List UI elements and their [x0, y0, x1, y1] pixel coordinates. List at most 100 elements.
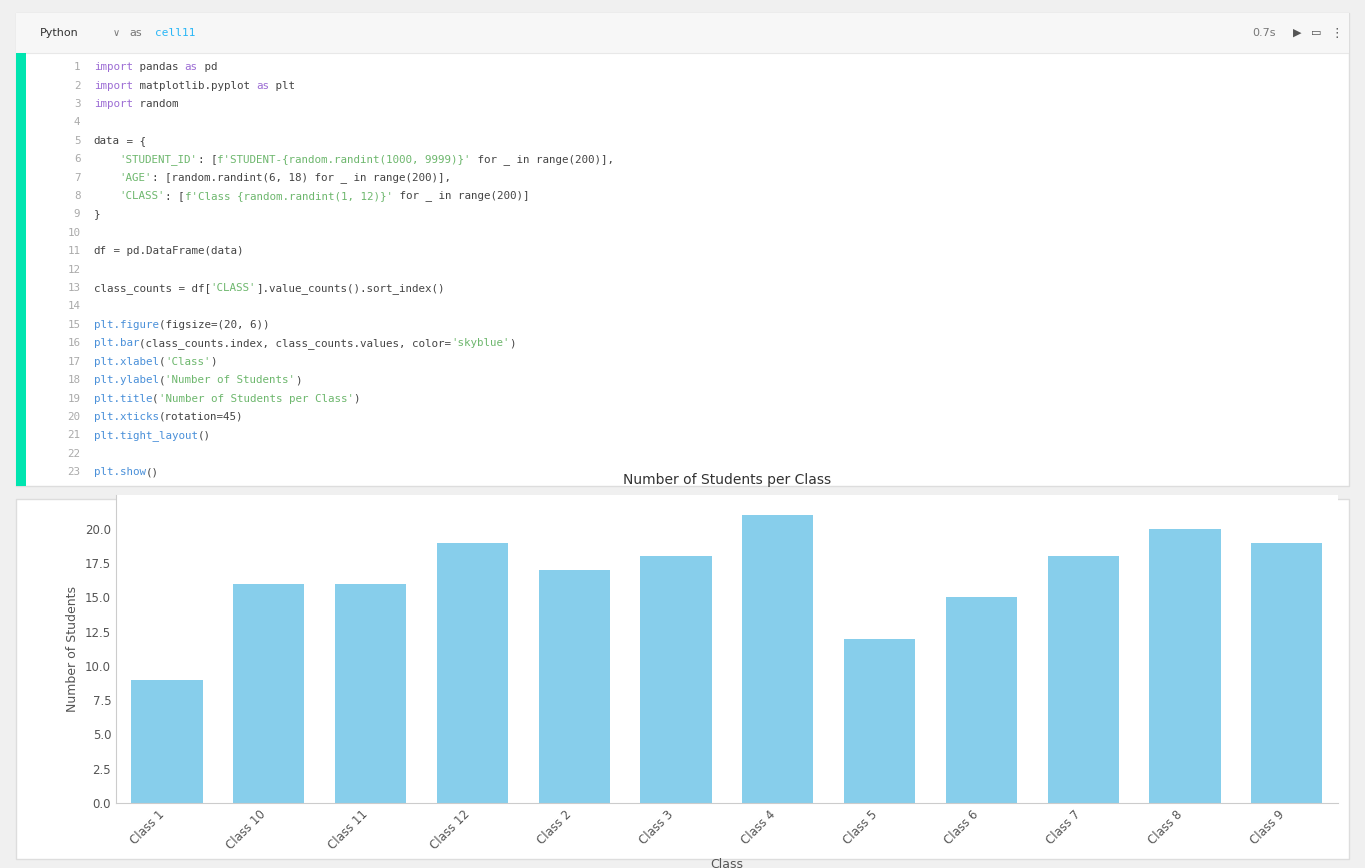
- Text: 1: 1: [74, 62, 81, 72]
- Text: plt.ylabel: plt.ylabel: [94, 375, 158, 385]
- Text: 9: 9: [74, 209, 81, 220]
- Bar: [437, 542, 508, 803]
- Bar: [233, 584, 304, 803]
- Text: ): ): [354, 393, 360, 404]
- Text: import: import: [94, 62, 132, 72]
- Text: = df[: = df[: [172, 283, 210, 293]
- Text: 20: 20: [67, 412, 81, 422]
- Text: 6: 6: [74, 155, 81, 164]
- Text: as: as: [184, 62, 198, 72]
- FancyBboxPatch shape: [16, 13, 1349, 486]
- Text: plt.xticks: plt.xticks: [94, 412, 158, 422]
- Text: : [: : [: [198, 155, 217, 164]
- Text: ): ): [295, 375, 302, 385]
- Text: plt.tight_layout: plt.tight_layout: [94, 430, 198, 441]
- Text: cell11: cell11: [156, 28, 195, 38]
- Bar: [743, 516, 814, 803]
- Text: (: (: [158, 357, 165, 366]
- Bar: [16, 13, 1349, 53]
- Text: : [random.randint(6, 18) for _ in range(200)],: : [random.randint(6, 18) for _ in range(…: [152, 172, 452, 183]
- Text: (figsize=(20, 6)): (figsize=(20, 6)): [158, 320, 269, 330]
- Text: = {: = {: [120, 135, 146, 146]
- Text: 2: 2: [74, 81, 81, 90]
- Text: 'skyblue': 'skyblue': [452, 339, 509, 348]
- FancyBboxPatch shape: [16, 499, 1349, 859]
- Text: 18: 18: [67, 375, 81, 385]
- Text: 'CLASS': 'CLASS': [120, 191, 165, 201]
- Bar: [16, 53, 26, 486]
- Text: import: import: [94, 81, 132, 90]
- Bar: [1047, 556, 1119, 803]
- X-axis label: Class: Class: [710, 858, 744, 868]
- Text: data: data: [94, 135, 120, 146]
- Text: f'Class {random.randint(1, 12)}': f'Class {random.randint(1, 12)}': [184, 191, 393, 201]
- Text: ⋮: ⋮: [1330, 27, 1342, 40]
- Text: 16: 16: [67, 339, 81, 348]
- Bar: [131, 680, 202, 803]
- Text: ∨: ∨: [112, 28, 119, 38]
- Text: plt: plt: [269, 81, 295, 90]
- Text: 17: 17: [67, 357, 81, 366]
- Text: 'CLASS': 'CLASS': [210, 283, 257, 293]
- Text: 3: 3: [74, 99, 81, 109]
- Text: pandas: pandas: [132, 62, 184, 72]
- Text: }: }: [94, 209, 100, 220]
- Bar: [946, 597, 1017, 803]
- Text: ▭: ▭: [1312, 28, 1321, 38]
- Text: 11: 11: [67, 247, 81, 256]
- Text: 'Class': 'Class': [165, 357, 210, 366]
- Text: ▶: ▶: [1293, 28, 1301, 38]
- Text: 4: 4: [74, 117, 81, 128]
- Bar: [1149, 529, 1220, 803]
- Text: 14: 14: [67, 301, 81, 312]
- Bar: [334, 584, 407, 803]
- Text: pd: pd: [198, 62, 217, 72]
- Text: plt.bar: plt.bar: [94, 339, 139, 348]
- Text: ].value_counts().sort_index(): ].value_counts().sort_index(): [257, 283, 445, 293]
- Text: 15: 15: [67, 320, 81, 330]
- Text: 'Number of Students per Class': 'Number of Students per Class': [158, 393, 354, 404]
- Text: 'STUDENT_ID': 'STUDENT_ID': [120, 154, 198, 165]
- Bar: [1252, 542, 1323, 803]
- Text: Python: Python: [41, 28, 79, 38]
- Text: ): ): [210, 357, 217, 366]
- Text: 5: 5: [74, 135, 81, 146]
- Text: plt.xlabel: plt.xlabel: [94, 357, 158, 366]
- Text: f'STUDENT-{random.randint(1000, 9999)}': f'STUDENT-{random.randint(1000, 9999)}': [217, 155, 471, 164]
- Text: ): ): [509, 339, 516, 348]
- Y-axis label: Number of Students: Number of Students: [67, 586, 79, 712]
- Text: random: random: [132, 99, 179, 109]
- Text: import: import: [94, 99, 132, 109]
- Text: = pd.DataFrame(data): = pd.DataFrame(data): [106, 247, 243, 256]
- Text: 21: 21: [67, 431, 81, 440]
- Text: 7: 7: [74, 173, 81, 182]
- Bar: [640, 556, 711, 803]
- Text: for _ in range(200)]: for _ in range(200)]: [393, 191, 530, 201]
- Text: (: (: [158, 375, 165, 385]
- Text: 0.7s: 0.7s: [1252, 28, 1275, 38]
- Text: 22: 22: [67, 449, 81, 458]
- Text: (): (): [198, 431, 210, 440]
- Text: 8: 8: [74, 191, 81, 201]
- Text: (: (: [152, 393, 158, 404]
- Text: 13: 13: [67, 283, 81, 293]
- Text: 12: 12: [67, 265, 81, 274]
- Text: 23: 23: [67, 467, 81, 477]
- Text: 'Number of Students': 'Number of Students': [165, 375, 295, 385]
- Title: Number of Students per Class: Number of Students per Class: [622, 473, 831, 487]
- Text: (rotation=45): (rotation=45): [158, 412, 243, 422]
- Text: as: as: [257, 81, 269, 90]
- Text: 'AGE': 'AGE': [120, 173, 152, 182]
- Text: (class_counts.index, class_counts.values, color=: (class_counts.index, class_counts.values…: [139, 338, 452, 349]
- Text: plt.title: plt.title: [94, 393, 152, 404]
- Text: plt.figure: plt.figure: [94, 320, 158, 330]
- Bar: [539, 570, 610, 803]
- Text: 10: 10: [67, 227, 81, 238]
- Bar: [844, 639, 915, 803]
- Text: for _ in range(200)],: for _ in range(200)],: [471, 154, 614, 165]
- Text: as: as: [130, 28, 142, 38]
- Text: plt.show: plt.show: [94, 467, 146, 477]
- Text: class_counts: class_counts: [94, 283, 172, 293]
- Text: (): (): [146, 467, 158, 477]
- Text: 19: 19: [67, 393, 81, 404]
